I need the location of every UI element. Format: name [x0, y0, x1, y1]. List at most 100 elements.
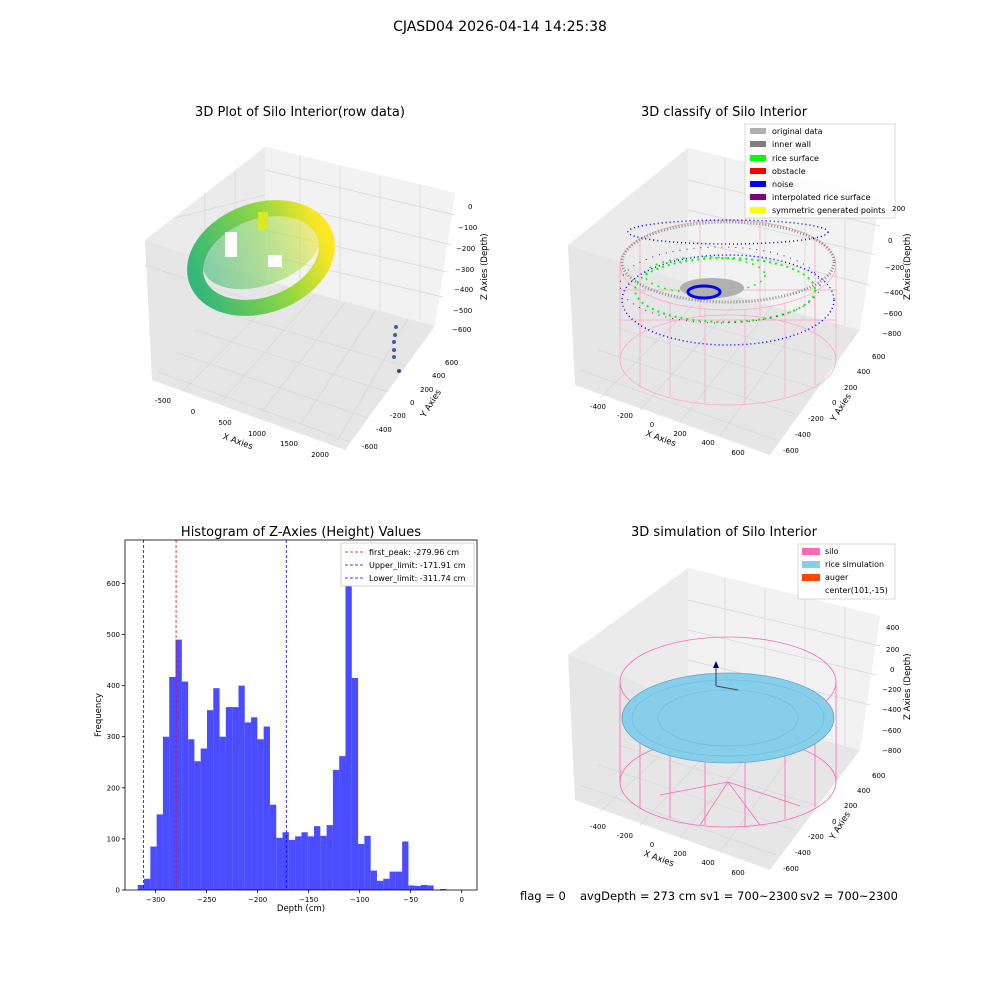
- legend-inner-wall: inner wall: [772, 140, 811, 149]
- simulation-y-ticks: -600 -400 -200 0 200 400 600: [783, 772, 885, 873]
- svg-text:200: 200: [886, 646, 899, 654]
- svg-text:600: 600: [731, 869, 744, 877]
- simulation-x-label: X Axies: [642, 849, 675, 869]
- histogram-x-tick-label: −150: [299, 896, 318, 904]
- histogram-x-tick-label: −300: [146, 896, 165, 904]
- svg-text:-200: -200: [390, 412, 406, 420]
- histogram-bar: [376, 880, 384, 890]
- svg-text:-500: -500: [155, 397, 171, 405]
- histogram-bar: [200, 748, 208, 890]
- svg-text:200: 200: [673, 430, 686, 438]
- simulation-legend: silo rice simulation auger center(101,-1…: [797, 543, 896, 600]
- svg-text:200: 200: [420, 386, 433, 394]
- raw-z-label: Z Axies (Depth): [480, 233, 490, 300]
- histogram-bar: [251, 717, 258, 890]
- svg-text:400: 400: [857, 787, 870, 795]
- svg-text:-400: -400: [590, 403, 606, 411]
- legend-interpolated: interpolated rice surface: [772, 193, 870, 202]
- histogram-x-tick-label: −100: [350, 896, 369, 904]
- histogram-x-tick-label: −250: [197, 896, 216, 904]
- svg-text:-600: -600: [783, 447, 799, 455]
- histogram-bar: [301, 832, 308, 890]
- svg-text:0: 0: [888, 237, 892, 245]
- histogram-bar: [169, 676, 176, 890]
- histogram-frame: [124, 539, 478, 891]
- raw-x-ticks: -500 0 500 1000 1500 2000: [155, 397, 329, 459]
- classify-inner-wall: [620, 220, 836, 304]
- histogram-bar: [326, 825, 333, 890]
- svg-text:600: 600: [445, 359, 458, 367]
- histogram-bar: [295, 836, 302, 890]
- svg-text:1500: 1500: [280, 440, 298, 448]
- simulation-z-ticks: 400 200 0 −200 −400 −600 −800: [882, 624, 901, 755]
- legend-upper-limit: Upper_limit: -171.91 cm: [369, 561, 466, 570]
- raw-y-ticks: -600 -400 -200 0 200 400 600: [362, 359, 458, 451]
- histogram-bar: [137, 884, 145, 890]
- classify-noise-points: [621, 254, 835, 346]
- histogram-bar: [345, 552, 352, 890]
- legend-symmetric: symmetric generated points: [772, 206, 885, 215]
- svg-text:1000: 1000: [248, 430, 266, 438]
- histogram-plot-area: −300 −250 −200 −150 −100 −50 0 0 100 200 300 400 500…: [107, 540, 464, 904]
- legend-auger: auger: [825, 573, 849, 582]
- histogram-y-tick-label: 0: [116, 887, 120, 895]
- histogram-bar: [439, 888, 447, 890]
- histogram-y-tick-label: 100: [107, 835, 120, 843]
- histogram-bar: [370, 870, 377, 890]
- classify-z-label: Z Axies (Depth): [903, 233, 913, 300]
- histogram-bar: [232, 707, 239, 890]
- svg-text:600: 600: [731, 449, 744, 457]
- histogram-bar: [282, 832, 289, 890]
- svg-text:−200: −200: [885, 264, 904, 272]
- histogram-bar: [389, 871, 396, 890]
- svg-text:−100: −100: [458, 224, 477, 232]
- svg-text:−600: −600: [882, 727, 901, 735]
- legend-swatch-inner-wall: [750, 141, 766, 147]
- histogram-bar: [332, 769, 340, 890]
- legend-swatch-rice-simulation: [802, 561, 820, 568]
- svg-text:400: 400: [857, 368, 870, 376]
- status-avg-depth: avgDepth = 273 cm: [580, 889, 696, 903]
- simulation-3d-box: [568, 568, 881, 870]
- status-line: flag = 0 avgDepth = 273 cm sv1 = 700~230…: [520, 889, 898, 903]
- histogram-y-tick-label: 600: [107, 580, 120, 588]
- legend-swatch-obstacle: [750, 168, 766, 174]
- histogram-bar: [351, 677, 359, 890]
- histogram-bar: [358, 844, 365, 890]
- histogram-bar: [219, 736, 226, 890]
- histogram-bar: [383, 878, 390, 890]
- histogram-bar: [307, 836, 315, 890]
- histogram-bar: [414, 885, 422, 890]
- svg-text:0: 0: [468, 203, 472, 211]
- histogram-y-tick-label: 500: [107, 631, 120, 639]
- raw-z-ticks: 0 −100 −200 −300 −400 −500 −600: [452, 203, 477, 334]
- legend-swatch-symmetric: [750, 207, 766, 213]
- histogram-bar: [144, 878, 151, 890]
- legend-swatch-interpolated: [750, 194, 766, 200]
- simulation-legend-swatches: [802, 548, 820, 581]
- histogram-x-tick-label: −200: [248, 896, 267, 904]
- histogram-bar: [213, 688, 220, 890]
- svg-text:−600: −600: [452, 326, 471, 334]
- legend-original-data: original data: [772, 127, 823, 136]
- histogram-title: Histogram of Z-Axies (Height) Values: [181, 525, 421, 540]
- histogram-y-tick-label: 400: [107, 682, 120, 690]
- histogram-bar: [408, 885, 415, 890]
- histogram-bar: [421, 884, 428, 890]
- raw-3d-box: [144, 147, 456, 450]
- panel-raw-title: 3D Plot of Silo Interior(row data): [195, 105, 405, 120]
- histogram-legend: first_peak: -279.96 cm Upper_limit: -171…: [340, 542, 475, 587]
- legend-center: center(101,-15): [825, 586, 888, 595]
- status-sv2: sv2 = 700~2300: [800, 889, 898, 903]
- classify-y-label: Y Axies: [829, 392, 855, 425]
- legend-rice-simulation: rice simulation: [825, 560, 884, 569]
- svg-text:−200: −200: [456, 245, 475, 253]
- svg-text:-400: -400: [376, 426, 392, 434]
- histogram-bar: [276, 837, 283, 890]
- legend-swatch-rice-surface: [750, 155, 766, 161]
- svg-text:-400: -400: [795, 849, 811, 857]
- svg-text:-400: -400: [795, 431, 811, 439]
- histogram-bar: [263, 726, 270, 890]
- svg-text:−400: −400: [454, 286, 473, 294]
